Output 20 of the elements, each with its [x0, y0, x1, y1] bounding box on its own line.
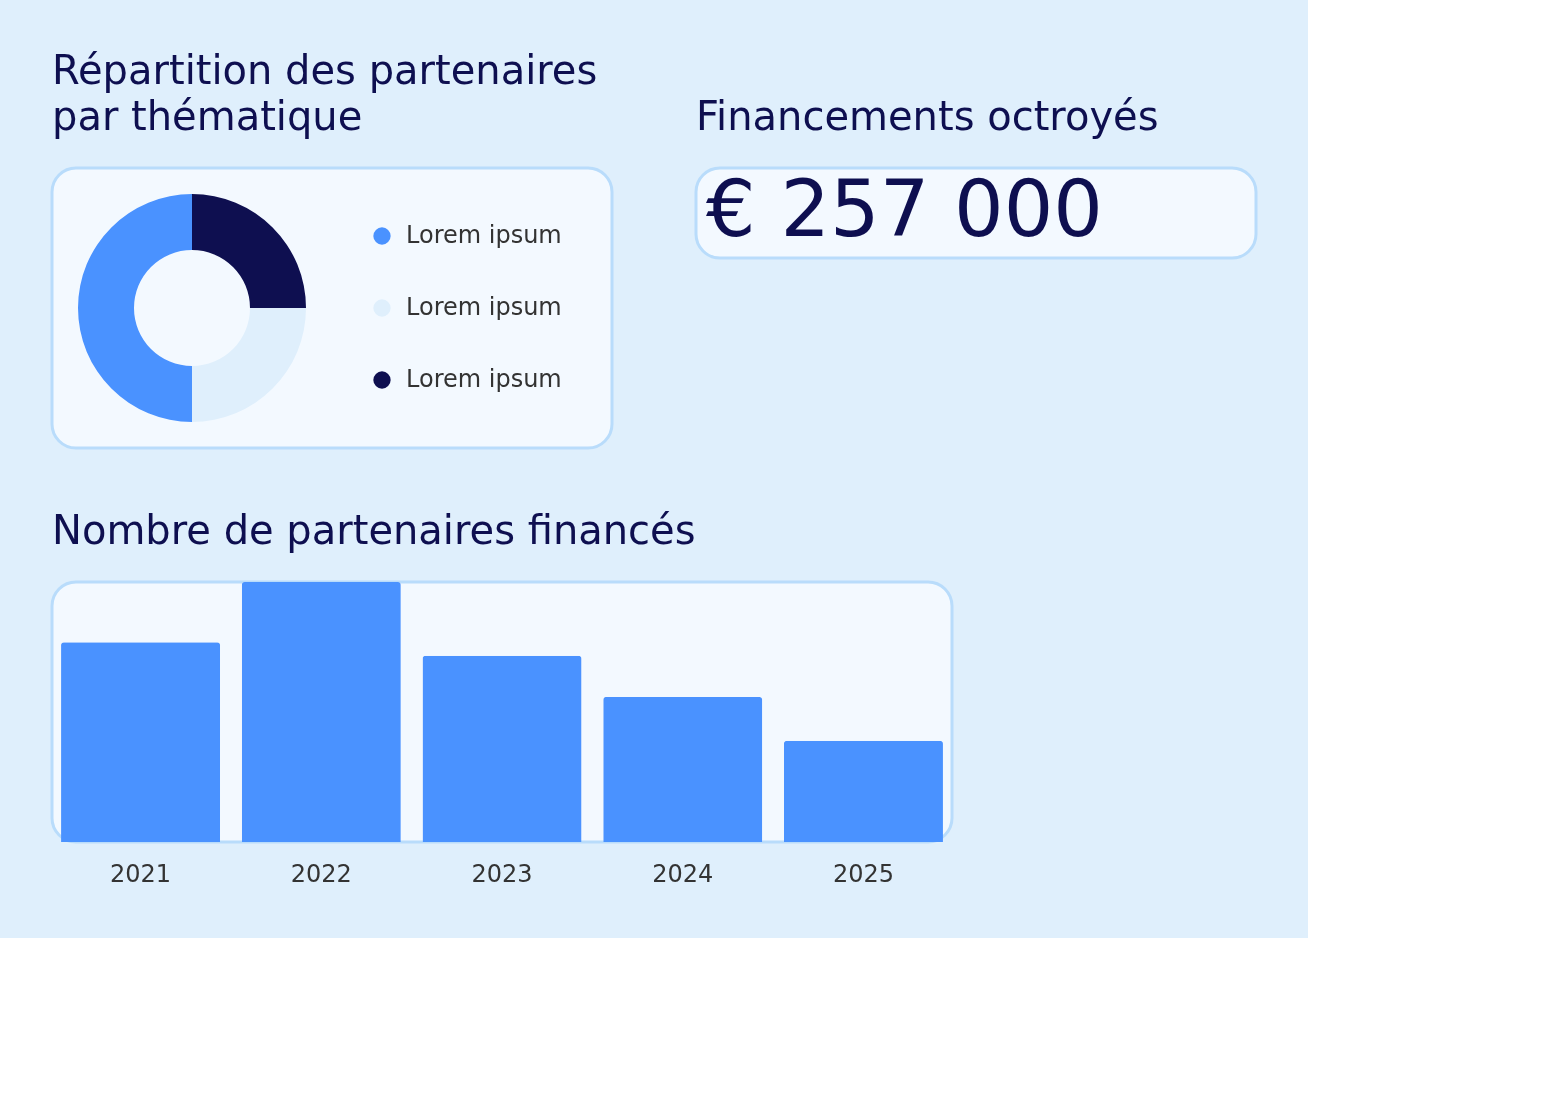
x-tick-label: 2022 — [290, 859, 352, 888]
bar — [241, 582, 401, 842]
x-tick-label: 2024 — [652, 859, 714, 888]
donut-slice — [78, 194, 192, 422]
legend-label: Lorem ipsum — [406, 293, 562, 321]
bar — [783, 740, 943, 842]
chart-title: Nombre de partenaires financés — [52, 507, 696, 553]
text: Financements octroyés — [696, 93, 1159, 139]
x-tick-label: 2025 — [832, 859, 894, 888]
x-tick-label: 2021 — [110, 859, 172, 888]
donut-slice — [192, 194, 306, 308]
legend-label: Lorem ipsum — [406, 221, 562, 249]
bar — [61, 642, 221, 842]
donut-slice — [192, 308, 306, 422]
text: € 257 000 — [706, 164, 1103, 254]
bar — [422, 655, 582, 842]
bar — [603, 696, 763, 842]
x-tick-label: 2023 — [471, 859, 533, 888]
chart-title: Répartition des partenaires par thématique — [52, 47, 598, 139]
legend-label: Lorem ipsum — [406, 365, 562, 393]
